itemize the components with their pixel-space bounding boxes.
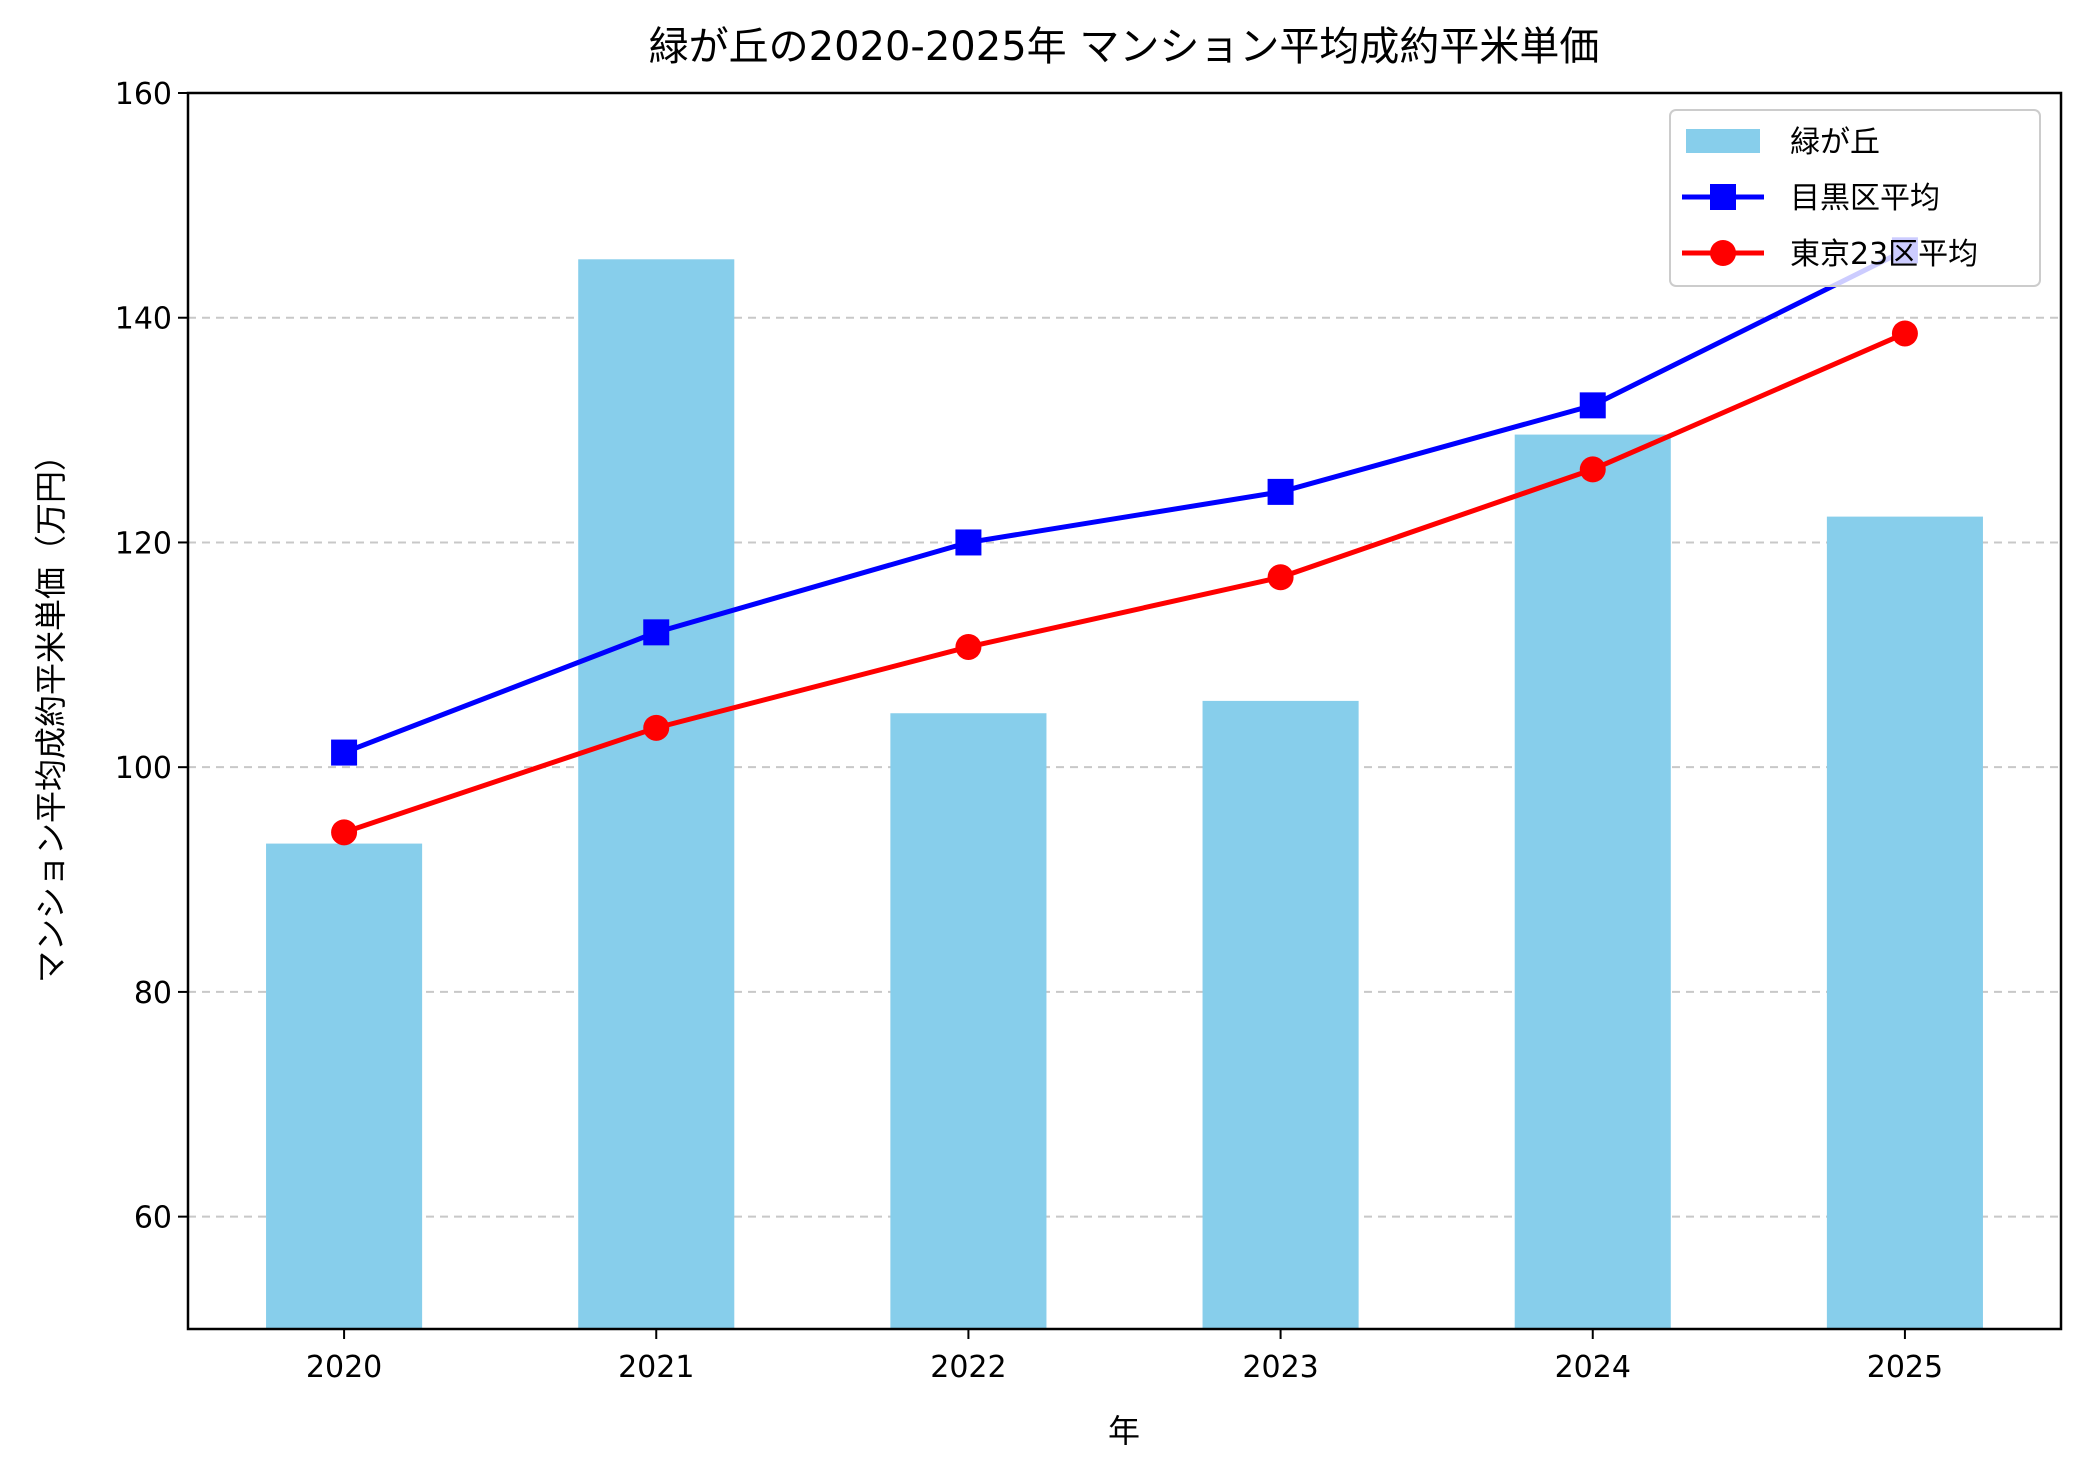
legend-marker-square: [1710, 184, 1736, 210]
y-tick-label: 60: [134, 1201, 172, 1236]
y-axis: 60 80 100 120 140 160: [115, 77, 188, 1236]
lines: [331, 237, 1918, 846]
data-point-square: [955, 529, 982, 556]
x-axis-label: 年: [1108, 1412, 1140, 1450]
plot-frame: [186, 91, 2063, 1331]
data-point-circle: [955, 633, 982, 660]
bar: [1826, 516, 1983, 1329]
grid: [188, 316, 2061, 1218]
x-tick-label: 2021: [618, 1350, 694, 1385]
y-tick-label: 160: [115, 77, 172, 112]
y-tick-label: 80: [134, 976, 172, 1011]
legend-box: [1669, 109, 2041, 287]
x-tick-label: 2020: [306, 1350, 382, 1385]
bar: [1202, 700, 1359, 1329]
x-tick-label: 2024: [1555, 1350, 1631, 1385]
data-point-circle: [1267, 564, 1294, 591]
data-point-circle: [331, 819, 358, 846]
bar: [266, 843, 423, 1329]
data-point-circle: [1579, 456, 1606, 483]
legend-swatch-bar: [1686, 129, 1760, 153]
y-axis-label: マンション平均成約平米単価（万円）: [32, 439, 70, 983]
series-line: [343, 331, 1906, 835]
legend-label: 目黒区平均: [1790, 181, 1940, 216]
bar: [1514, 434, 1671, 1329]
data-point-square: [331, 739, 358, 766]
x-tick-label: 2022: [930, 1350, 1006, 1385]
data-point-circle: [1891, 320, 1918, 347]
x-axis: 2020 2021 2022 2023 2024 2025: [306, 1329, 1943, 1385]
data-point-square: [1579, 392, 1606, 419]
data-point-square: [643, 619, 670, 646]
bars: [266, 259, 1983, 1329]
series-line: [343, 248, 1907, 755]
legend-marker-circle: [1710, 240, 1736, 266]
bar: [890, 713, 1047, 1329]
y-tick-label: 140: [115, 302, 172, 337]
x-tick-label: 2023: [1242, 1350, 1318, 1385]
legend-label: 東京23区平均: [1790, 237, 1978, 272]
y-tick-label: 120: [115, 526, 172, 561]
bar: [578, 259, 735, 1329]
data-point-circle: [643, 714, 670, 741]
data-point-square: [1267, 478, 1294, 505]
legend-label: 緑が丘: [1790, 125, 1880, 160]
x-tick-label: 2025: [1867, 1350, 1943, 1385]
y-tick-label: 100: [115, 751, 172, 786]
chart-title: 緑が丘の2020-2025年 マンション平均成約平米単価: [649, 24, 1600, 70]
